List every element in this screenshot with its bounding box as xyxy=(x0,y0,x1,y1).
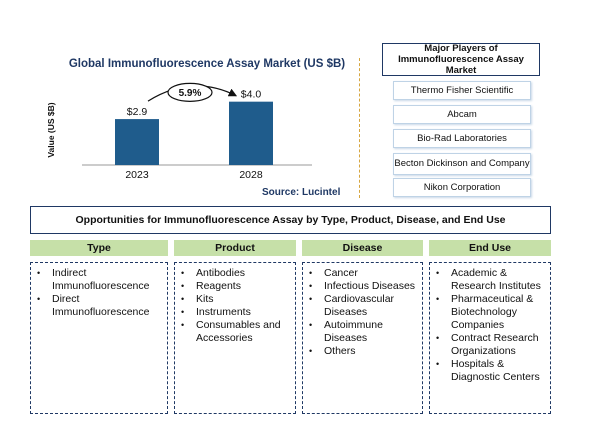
list-item: Cardiovascular Diseases xyxy=(309,293,418,319)
bar-2023 xyxy=(115,119,159,165)
bar-chart: Value (US $B) $2.9 2023 $4.0 2028 5.9% xyxy=(46,82,312,181)
list-item: Cancer xyxy=(309,267,418,280)
data-label-2023: $2.9 xyxy=(127,106,148,118)
list-item: Autoimmune Diseases xyxy=(309,319,418,345)
player-item: Bio-Rad Laboratories xyxy=(393,129,531,148)
player-item: Thermo Fisher Scientific xyxy=(393,81,531,100)
cagr-bubble xyxy=(167,82,213,102)
list-item: Pharmaceutical & Biotechnology Companies xyxy=(436,293,546,332)
player-item: Becton Dickinson and Company xyxy=(393,153,531,175)
data-label-2028: $4.0 xyxy=(241,89,262,101)
section-divider xyxy=(359,58,360,198)
list-item: Academic & Research Institutes xyxy=(436,267,546,293)
opportunities-header: Opportunities for Immunofluorescence Ass… xyxy=(30,206,551,234)
list-item: Instruments xyxy=(181,306,291,319)
category-header-end-use: End Use xyxy=(429,240,551,256)
list-item: Direct Immunofluorescence xyxy=(37,293,163,319)
players-header: Major Players of Immunofluorescence Assa… xyxy=(382,43,540,76)
list-item: Reagents xyxy=(181,280,291,293)
opportunities-title: Opportunities for Immunofluorescence Ass… xyxy=(75,214,506,226)
list-item: Hospitals & Diagnostic Centers xyxy=(436,358,546,384)
tick-label-2023: 2023 xyxy=(125,169,149,181)
player-item: Nikon Corporation xyxy=(393,178,531,197)
category-header-disease: Disease xyxy=(302,240,423,256)
list-item: Infectious Diseases xyxy=(309,280,418,293)
cagr-label: 5.9% xyxy=(179,88,202,99)
players-title: Major Players of Immunofluorescence Assa… xyxy=(398,43,524,76)
list-item: Consumables and Accessories xyxy=(181,319,291,345)
list-item: Contract Research Organizations xyxy=(436,332,546,358)
cagr-annotation: 5.9% xyxy=(147,82,238,102)
chart-source: Source: Lucintel xyxy=(262,187,341,198)
list-item: Others xyxy=(309,345,418,358)
list-item: Indirect Immunofluorescence xyxy=(37,267,163,293)
category-header-type: Type xyxy=(30,240,168,256)
chart-title: Global Immunofluorescence Assay Market (… xyxy=(68,58,346,70)
tick-label-2028: 2028 xyxy=(239,169,263,181)
category-list-product: AntibodiesReagentsKitsInstrumentsConsuma… xyxy=(174,262,296,414)
bar-2028 xyxy=(229,101,273,165)
category-header-product: Product xyxy=(174,240,296,256)
category-list-disease: CancerInfectious DiseasesCardiovascular … xyxy=(302,262,423,414)
list-item: Kits xyxy=(181,293,291,306)
list-item: Antibodies xyxy=(181,267,291,280)
category-list-type: Indirect ImmunofluorescenceDirect Immuno… xyxy=(30,262,168,414)
y-axis-label: Value (US $B) xyxy=(46,102,56,157)
player-item: Abcam xyxy=(393,105,531,124)
category-list-end-use: Academic & Research InstitutesPharmaceut… xyxy=(429,262,551,414)
